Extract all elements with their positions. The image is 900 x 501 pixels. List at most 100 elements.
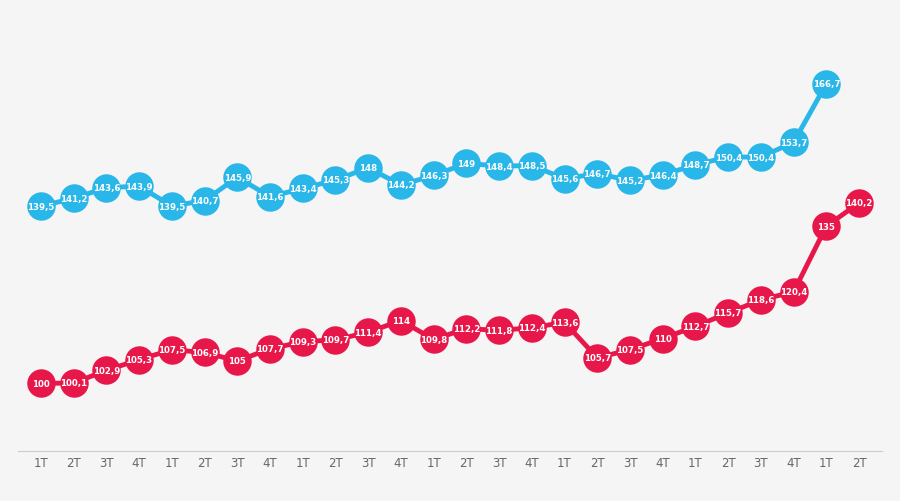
Text: 120,4: 120,4 xyxy=(780,288,807,297)
Point xyxy=(852,199,867,207)
Point xyxy=(492,163,507,171)
Text: 115,7: 115,7 xyxy=(715,309,742,318)
Text: 100,1: 100,1 xyxy=(60,379,87,388)
Point xyxy=(819,81,833,89)
Point xyxy=(230,174,245,182)
Point xyxy=(197,197,211,205)
Point xyxy=(753,154,768,162)
Point xyxy=(721,154,735,162)
Point xyxy=(263,193,277,201)
Point xyxy=(427,336,441,344)
Text: 140,7: 140,7 xyxy=(191,197,219,206)
Text: 107,5: 107,5 xyxy=(158,346,185,355)
Text: 100: 100 xyxy=(32,379,50,388)
Point xyxy=(623,346,637,354)
Point xyxy=(557,175,572,183)
Point xyxy=(655,335,670,343)
Point xyxy=(753,296,768,304)
Point xyxy=(132,356,147,364)
Text: 139,5: 139,5 xyxy=(27,202,55,211)
Point xyxy=(263,345,277,353)
Point xyxy=(99,367,113,375)
Text: 149: 149 xyxy=(457,159,475,168)
Point xyxy=(459,325,473,333)
Text: 148,4: 148,4 xyxy=(485,162,513,171)
Point xyxy=(623,177,637,185)
Point xyxy=(787,288,801,296)
Text: 113,6: 113,6 xyxy=(551,318,578,327)
Point xyxy=(33,380,48,388)
Text: 112,2: 112,2 xyxy=(453,325,480,334)
Text: 107,7: 107,7 xyxy=(256,345,284,354)
Text: 143,9: 143,9 xyxy=(125,182,153,191)
Text: 145,6: 145,6 xyxy=(551,175,578,184)
Point xyxy=(688,161,703,169)
Text: 111,8: 111,8 xyxy=(485,326,513,335)
Text: 146,3: 146,3 xyxy=(420,172,447,180)
Text: 148,5: 148,5 xyxy=(518,162,545,171)
Point xyxy=(688,323,703,331)
Text: 145,2: 145,2 xyxy=(616,176,643,185)
Text: 112,7: 112,7 xyxy=(681,322,709,331)
Text: 111,4: 111,4 xyxy=(355,328,382,337)
Text: 146,7: 146,7 xyxy=(583,170,611,179)
Point xyxy=(328,176,343,184)
Point xyxy=(67,379,81,387)
Point xyxy=(819,223,833,231)
Text: 153,7: 153,7 xyxy=(780,138,807,147)
Text: 110: 110 xyxy=(653,334,671,343)
Text: 105,7: 105,7 xyxy=(583,354,611,363)
Text: 145,3: 145,3 xyxy=(322,176,349,185)
Point xyxy=(361,164,375,172)
Text: 114: 114 xyxy=(392,317,410,325)
Point xyxy=(230,357,245,365)
Text: 144,2: 144,2 xyxy=(387,181,415,190)
Text: 109,8: 109,8 xyxy=(420,335,447,344)
Point xyxy=(655,172,670,180)
Point xyxy=(295,338,310,346)
Point xyxy=(67,195,81,203)
Point xyxy=(328,336,343,344)
Text: 140,2: 140,2 xyxy=(845,199,873,208)
Text: 143,6: 143,6 xyxy=(93,184,120,193)
Text: 102,9: 102,9 xyxy=(93,366,120,375)
Text: 141,6: 141,6 xyxy=(256,193,284,202)
Point xyxy=(427,172,441,180)
Text: 135: 135 xyxy=(817,222,835,231)
Point xyxy=(590,354,605,362)
Point xyxy=(492,327,507,335)
Text: 107,5: 107,5 xyxy=(616,346,643,355)
Text: 112,4: 112,4 xyxy=(518,324,545,333)
Text: 148,7: 148,7 xyxy=(681,161,709,170)
Point xyxy=(557,319,572,327)
Point xyxy=(197,349,211,357)
Text: 105,3: 105,3 xyxy=(125,355,153,364)
Text: 109,7: 109,7 xyxy=(322,336,349,345)
Text: 143,4: 143,4 xyxy=(289,185,317,193)
Point xyxy=(295,185,310,193)
Point xyxy=(393,181,408,189)
Text: 141,2: 141,2 xyxy=(60,194,87,203)
Text: 150,4: 150,4 xyxy=(747,153,775,162)
Point xyxy=(525,324,539,332)
Point xyxy=(361,329,375,337)
Point xyxy=(787,139,801,147)
Point xyxy=(99,184,113,192)
Text: 118,6: 118,6 xyxy=(747,296,775,305)
Point xyxy=(132,183,147,191)
Text: 146,4: 146,4 xyxy=(649,171,677,180)
Text: 105: 105 xyxy=(229,357,246,366)
Text: 148: 148 xyxy=(359,164,377,173)
Point xyxy=(721,309,735,317)
Point xyxy=(165,346,179,354)
Text: 145,9: 145,9 xyxy=(223,173,251,182)
Point xyxy=(33,202,48,210)
Point xyxy=(459,160,473,168)
Point xyxy=(525,162,539,170)
Text: 109,3: 109,3 xyxy=(289,338,317,347)
Text: 139,5: 139,5 xyxy=(158,202,185,211)
Text: 166,7: 166,7 xyxy=(813,80,840,89)
Text: 106,9: 106,9 xyxy=(191,348,218,357)
Point xyxy=(393,317,408,325)
Point xyxy=(590,170,605,178)
